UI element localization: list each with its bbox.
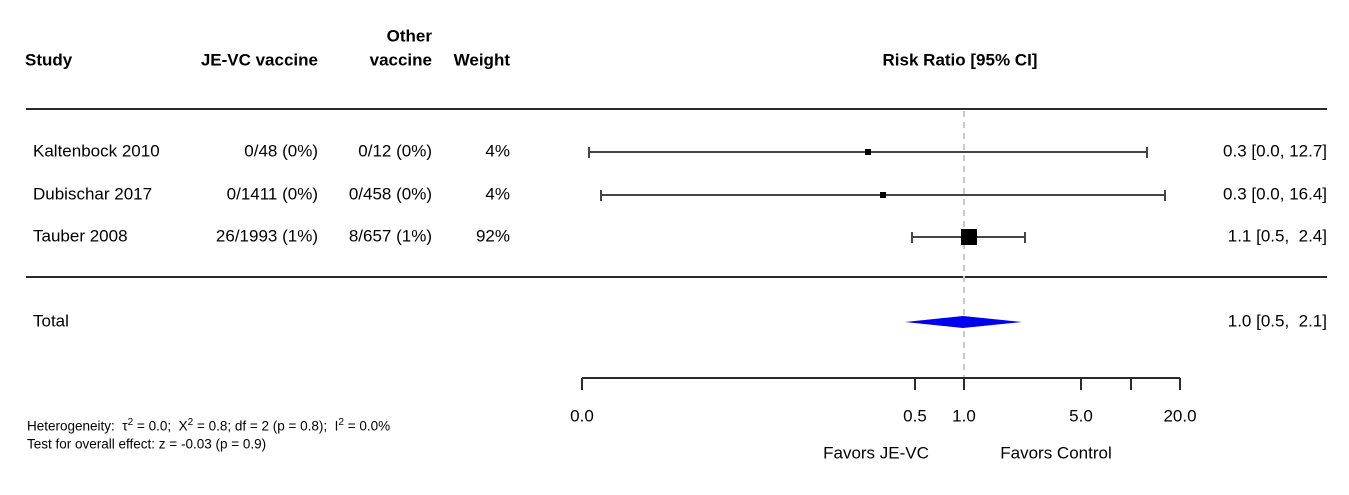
total-estimate-label: 1.0 [0.5, 2.1] (1227, 311, 1327, 331)
weight-value: 4% (485, 184, 510, 204)
axis-tick-label-0: 0.0 (570, 406, 594, 426)
effect-square (880, 192, 886, 198)
axis-tick-label-20: 20.0 (1163, 406, 1197, 426)
heterogeneity-stats: Heterogeneity: τ2 = 0.0; Χ2 = 0.8; df = … (27, 417, 391, 434)
weight-value: 4% (485, 141, 510, 161)
effect-square (865, 149, 871, 155)
overall-effect-test: Test for overall effect: z = -0.03 (p = … (27, 436, 267, 452)
favors-left-label: Favors JE-VC (823, 443, 929, 463)
group1-events: 0/48 (0%) (244, 141, 318, 161)
col-header-group2-line1: Other (386, 26, 432, 46)
total-label: Total (33, 311, 69, 331)
axis-tick-label-05: 0.5 (903, 406, 927, 426)
estimate-label: 0.3 [0.0, 16.4] (1223, 184, 1327, 204)
group1-events: 26/1993 (1%) (215, 226, 318, 246)
estimate-label: 0.3 [0.0, 12.7] (1223, 141, 1327, 161)
study-name: Dubischar 2017 (33, 184, 153, 204)
axis-tick-label-1: 1.0 (952, 406, 976, 426)
group1-events: 0/1411 (0%) (226, 184, 318, 204)
group2-events: 0/458 (0%) (348, 184, 432, 204)
col-header-effect: Risk Ratio [95% CI] (882, 50, 1038, 70)
col-header-group2-line2: vaccine (369, 50, 432, 70)
axis-tick-label-5: 5.0 (1069, 406, 1093, 426)
group2-events: 0/12 (0%) (358, 141, 432, 161)
estimate-label: 1.1 [0.5, 2.4] (1227, 226, 1327, 246)
group2-events: 8/657 (1%) (348, 226, 432, 246)
study-name: Tauber 2008 (33, 226, 128, 246)
favors-right-label: Favors Control (1000, 443, 1112, 463)
effect-square (961, 229, 977, 245)
study-name: Kaltenbock 2010 (33, 141, 160, 161)
col-header-weight: Weight (453, 50, 510, 70)
col-header-group1: JE-VC vaccine (200, 50, 318, 70)
col-header-study: Study (25, 50, 73, 70)
weight-value: 92% (475, 226, 510, 246)
summary-diamond (905, 316, 1022, 328)
